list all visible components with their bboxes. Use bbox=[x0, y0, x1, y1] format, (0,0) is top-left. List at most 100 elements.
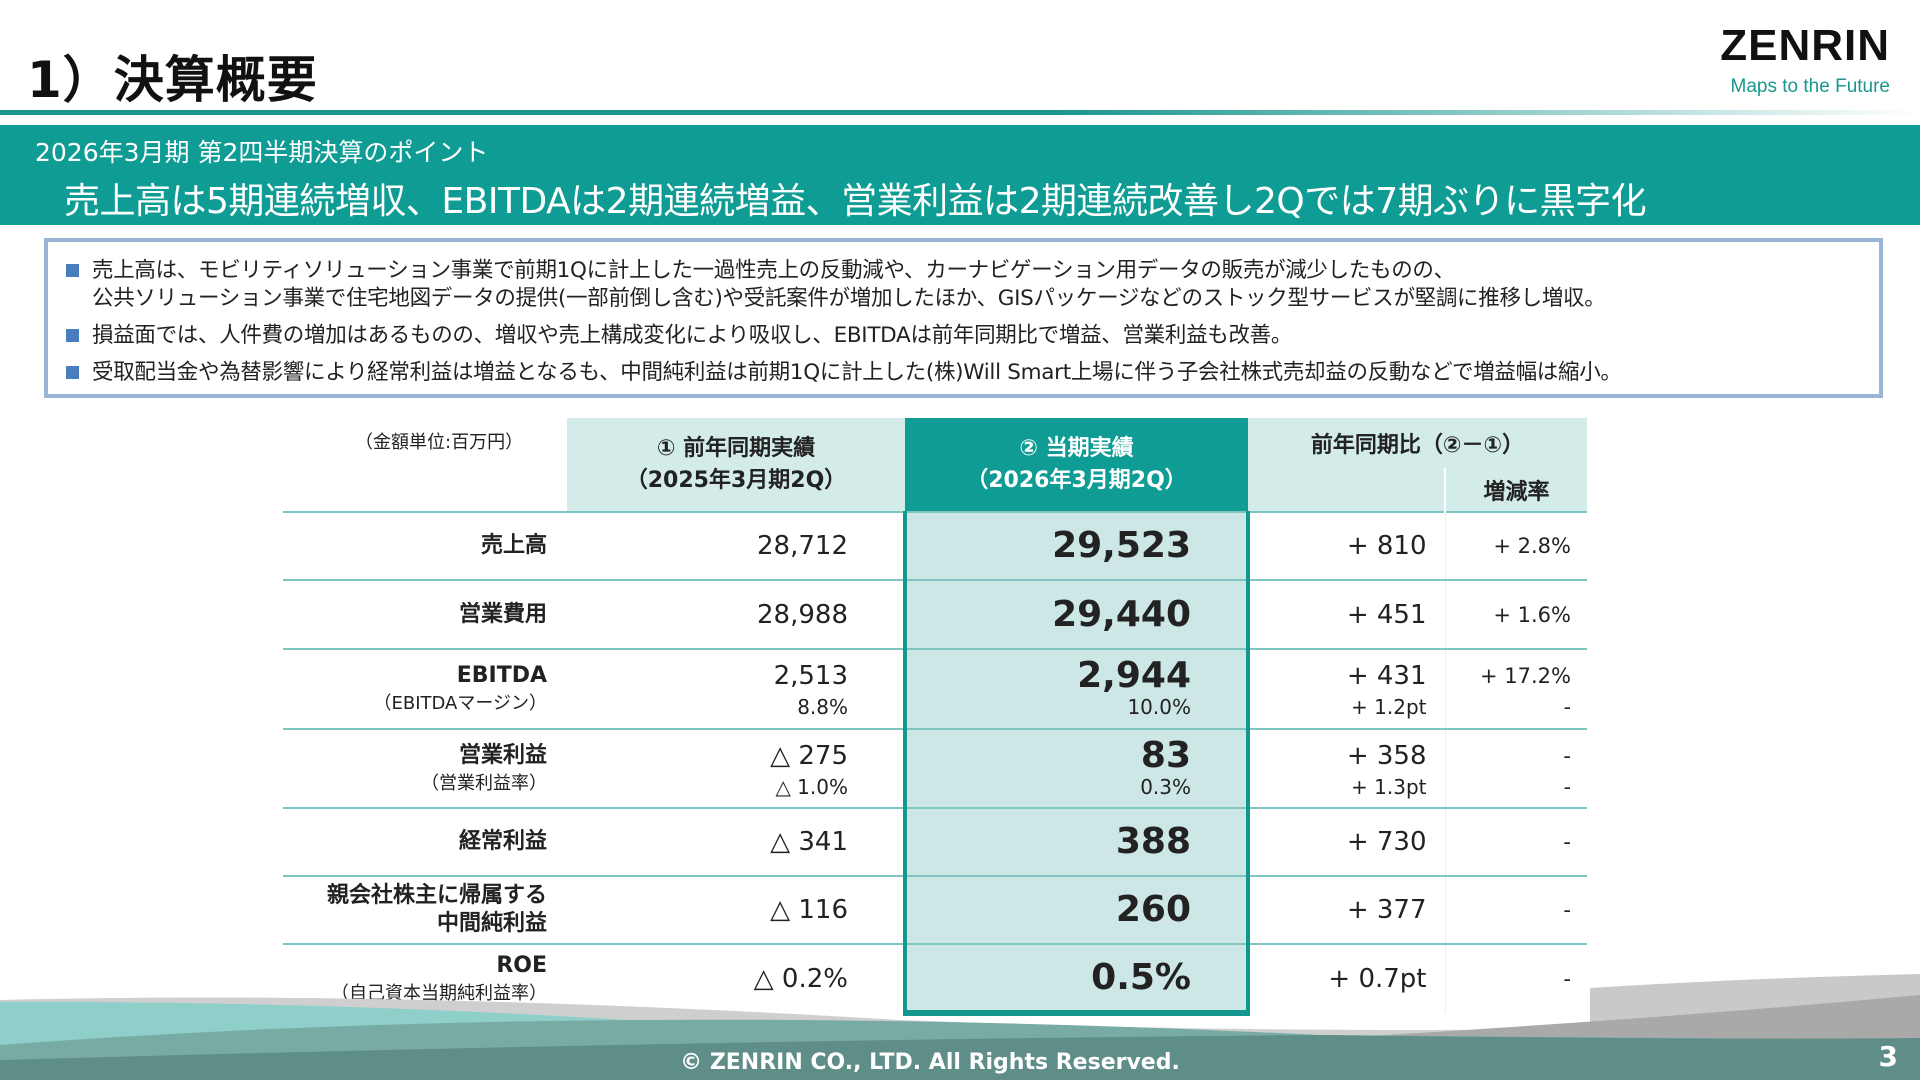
square-bullet-icon bbox=[66, 264, 79, 277]
yoy-rate-cell-sub-value: - bbox=[1563, 774, 1571, 799]
row-label-sub-value: （自己資本当期純利益率） bbox=[331, 983, 547, 1004]
key-points-box: 売上高は、モビリティソリューション事業で前期1Qに計上した一過性売上の反動減や、… bbox=[44, 238, 1883, 398]
yoy-rate-cell: - bbox=[1444, 876, 1587, 944]
results-table: （金額単位:百万円） ① 前年同期実績 （2025年3月期2Q） ② 当期実績 （2… bbox=[283, 418, 1587, 1016]
row-label: EBITDA （EBITDAマージン） bbox=[283, 649, 567, 729]
current-period-cell-value: 260 bbox=[1115, 889, 1191, 930]
copyright: © ZENRIN CO., LTD. All Rights Reserved. bbox=[680, 1050, 1180, 1075]
row-label-sub-value: （EBITDAマージン） bbox=[373, 693, 547, 714]
prev-period-cell: △ 116 bbox=[567, 876, 905, 944]
square-bullet-icon bbox=[66, 329, 79, 342]
yoy-rate-cell: - bbox=[1444, 944, 1587, 1013]
row-label: ROE （自己資本当期純利益率） bbox=[283, 944, 567, 1013]
yoy-diff-cell: + 810 bbox=[1248, 512, 1445, 580]
table-row: 売上高 28,712 29,523 + 810 + 2.8% bbox=[283, 512, 1587, 580]
header-blank bbox=[1248, 468, 1445, 512]
yoy-rate-cell-value: + 1.6% bbox=[1493, 602, 1571, 627]
yoy-rate-cell: - bbox=[1444, 808, 1587, 876]
title-underline bbox=[0, 110, 1920, 115]
row-label-value: EBITDA bbox=[456, 663, 547, 688]
current-period-cell-value: 29,523 bbox=[1052, 525, 1191, 566]
footer-wave-decoration bbox=[0, 974, 1920, 1080]
header-text: （2025年3月期2Q） bbox=[625, 467, 847, 493]
header-prev-period: ① 前年同期実績 （2025年3月期2Q） bbox=[567, 418, 905, 512]
current-period-cell: 29,440 bbox=[903, 580, 1250, 649]
table-row: 営業利益 （営業利益率） △ 275 △ 1.0% 83 0.3% + 358 + 1.3pt… bbox=[283, 729, 1587, 808]
header-text: ① 前年同期実績 bbox=[656, 435, 816, 461]
prev-period-cell-sub-value: △ 1.0% bbox=[775, 774, 848, 799]
yoy-diff-cell: + 0.7pt bbox=[1248, 944, 1445, 1013]
current-period-cell: 2,944 10.0% bbox=[903, 649, 1250, 729]
yoy-diff-cell: + 730 bbox=[1248, 808, 1445, 876]
current-period-cell-value: 29,440 bbox=[1052, 593, 1191, 635]
zenrin-logo: ZENRIN Maps to the Future bbox=[1720, 22, 1890, 98]
row-label-value: ROE bbox=[496, 953, 547, 978]
yoy-diff-cell-value: + 451 bbox=[1346, 599, 1427, 630]
point-item: 売上高は、モビリティソリューション事業で前期1Qに計上した一過性売上の反動減や、… bbox=[62, 252, 1879, 289]
prev-period-cell-value: 28,712 bbox=[757, 531, 848, 561]
page-title: 1）決算概要 bbox=[27, 51, 318, 109]
current-period-cell-sub-value: 10.0% bbox=[1127, 695, 1191, 719]
point-text: 公共ソリューション事業で住宅地図データの提供(一部前倒し含む)や受託案件が増加し… bbox=[92, 286, 1606, 311]
row-label-value: 営業費用 bbox=[458, 601, 547, 627]
point-text: 売上高は、モビリティソリューション事業で前期1Qに計上した一過性売上の反動減や、… bbox=[92, 258, 1455, 283]
current-period-cell-sub-value: 0.3% bbox=[1140, 774, 1191, 799]
current-period-cell: 83 0.3% bbox=[903, 729, 1250, 808]
prev-period-cell-value: △ 116 bbox=[770, 895, 848, 925]
table-row: 営業費用 28,988 29,440 + 451 + 1.6% bbox=[283, 580, 1587, 649]
current-period-cell: 388 bbox=[903, 808, 1250, 876]
current-period-cell: 0.5% bbox=[903, 944, 1250, 1016]
current-period-cell-value: 2,944 bbox=[1077, 655, 1191, 696]
yoy-rate-cell-value: - bbox=[1563, 830, 1571, 854]
current-period-cell-value: 83 bbox=[1140, 734, 1191, 776]
table-row: EBITDA （EBITDAマージン） 2,513 8.8% 2,944 10.0% + 4… bbox=[283, 649, 1587, 729]
yoy-diff-cell: + 451 bbox=[1248, 580, 1445, 649]
prev-period-cell-value: 2,513 bbox=[773, 661, 848, 691]
row-label-value: 親会社株主に帰属する bbox=[326, 883, 547, 908]
square-bullet-icon bbox=[66, 366, 79, 379]
yoy-rate-cell-value: + 17.2% bbox=[1480, 664, 1571, 688]
prev-period-cell-value: △ 0.2% bbox=[753, 964, 848, 994]
prev-period-cell-value: △ 275 bbox=[770, 740, 848, 771]
point-text: 損益面では、人件費の増加はあるものの、増収や売上構成変化により吸収し、EBITD… bbox=[92, 323, 1293, 348]
banner-subtitle: 2026年3月期 第2四半期決算のポイント bbox=[35, 138, 489, 167]
header-rate: 増減率 bbox=[1444, 468, 1587, 512]
point-item-continued: 公共ソリューション事業で住宅地図データの提供(一部前倒し含む)や受託案件が増加し… bbox=[62, 283, 1879, 315]
banner-headline: 売上高は5期連続増収、EBITDAは2期連続増益、営業利益は2期連続改善し2Qで… bbox=[64, 181, 1647, 222]
yoy-diff-cell-value: + 730 bbox=[1346, 827, 1427, 857]
current-period-cell: 260 bbox=[903, 876, 1250, 944]
yoy-rate-cell: + 2.8% bbox=[1444, 512, 1587, 580]
row-label: 営業利益 （営業利益率） bbox=[283, 729, 567, 808]
row-label: 営業費用 bbox=[283, 580, 567, 649]
prev-period-cell: △ 0.2% bbox=[567, 944, 905, 1013]
yoy-diff-cell-value: + 358 bbox=[1346, 740, 1427, 771]
prev-period-cell-value: △ 341 bbox=[770, 827, 848, 857]
highlight-banner: 2026年3月期 第2四半期決算のポイント 売上高は5期連続増収、EBITDAは… bbox=[0, 125, 1920, 225]
prev-period-cell: 28,712 bbox=[567, 512, 905, 580]
point-text: 受取配当金や為替影響により経常利益は増益となるも、中間純利益は前期1Qに計上した… bbox=[92, 360, 1622, 385]
current-period-cell-value: 0.5% bbox=[1091, 956, 1191, 998]
yoy-rate-cell-sub-value: - bbox=[1563, 695, 1571, 719]
prev-period-cell: △ 341 bbox=[567, 808, 905, 876]
yoy-rate-cell-value: + 2.8% bbox=[1493, 534, 1571, 558]
prev-period-cell-sub-value: 8.8% bbox=[797, 695, 848, 719]
row-label-value: 経常利益 bbox=[458, 829, 547, 854]
row-label-sub-value: （営業利益率） bbox=[421, 772, 547, 794]
table-row: ROE （自己資本当期純利益率） △ 0.2% 0.5% + 0.7pt - bbox=[283, 944, 1587, 1016]
yoy-rate-cell: + 1.6% bbox=[1444, 580, 1587, 649]
table-row: 親会社株主に帰属する中間純利益 △ 116 260 + 377 - bbox=[283, 876, 1587, 944]
header-yoy: 前年同期比（②－①） bbox=[1248, 418, 1587, 468]
logo-name: ZENRIN bbox=[1720, 21, 1890, 70]
prev-period-cell: 2,513 8.8% bbox=[567, 649, 905, 729]
yoy-rate-cell-value: - bbox=[1563, 967, 1571, 991]
row-label-sub-value: 中間純利益 bbox=[436, 911, 547, 936]
prev-period-cell: 28,988 bbox=[567, 580, 905, 649]
yoy-diff-cell-value: + 0.7pt bbox=[1328, 964, 1427, 994]
yoy-diff-cell-value: + 377 bbox=[1346, 895, 1427, 925]
yoy-diff-cell-value: + 810 bbox=[1346, 531, 1427, 561]
yoy-rate-cell-value: - bbox=[1563, 898, 1571, 922]
row-label-value: 営業利益 bbox=[458, 742, 547, 768]
yoy-rate-cell: -- bbox=[1444, 729, 1587, 808]
yoy-diff-cell-sub-value: + 1.2pt bbox=[1351, 695, 1427, 719]
point-item: 損益面では、人件費の増加はあるものの、増収や売上構成変化により吸収し、EBITD… bbox=[62, 317, 1879, 354]
